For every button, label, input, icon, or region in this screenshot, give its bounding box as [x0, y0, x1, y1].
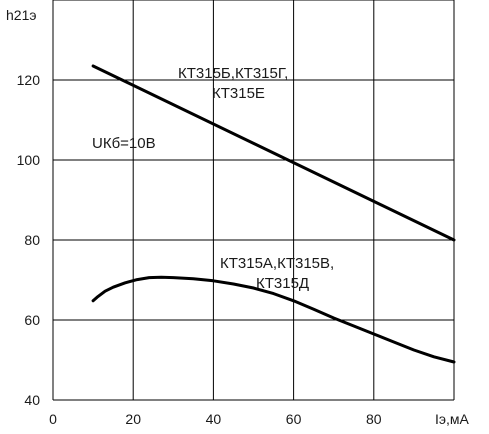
series-line-1 [91, 64, 456, 242]
x-tick-label: 60 [286, 411, 302, 427]
annotation-condition: UКб=10В [92, 135, 156, 152]
x-axis-label: Iэ,мА [435, 411, 470, 427]
x-tick-label: 0 [49, 411, 57, 427]
chart-grid [52, 0, 455, 401]
annotation-upper-line1: КТ315Б,КТ315Г, [178, 65, 288, 82]
y-tick-label: 100 [17, 152, 41, 168]
x-tick-label: 80 [366, 411, 382, 427]
x-tick-label: 20 [125, 411, 141, 427]
annotation-lower-line2: КТ315Д [256, 275, 309, 292]
y-tick-label: 120 [17, 72, 41, 88]
y-tick-label: 80 [24, 232, 40, 248]
annotation-lower-line1: КТ315А,КТ315В, [220, 255, 334, 272]
chart-ticks: 0 20 40 60 80 40 60 80 100 120 [17, 72, 382, 427]
series-line-2 [91, 275, 456, 364]
x-tick-label: 40 [206, 411, 222, 427]
y-axis-label: h21э [6, 7, 37, 23]
y-tick-label: 60 [24, 312, 40, 328]
chart-series [91, 64, 456, 364]
y-tick-label: 40 [24, 392, 40, 408]
annotation-upper-line2: КТ315Е [212, 85, 265, 102]
